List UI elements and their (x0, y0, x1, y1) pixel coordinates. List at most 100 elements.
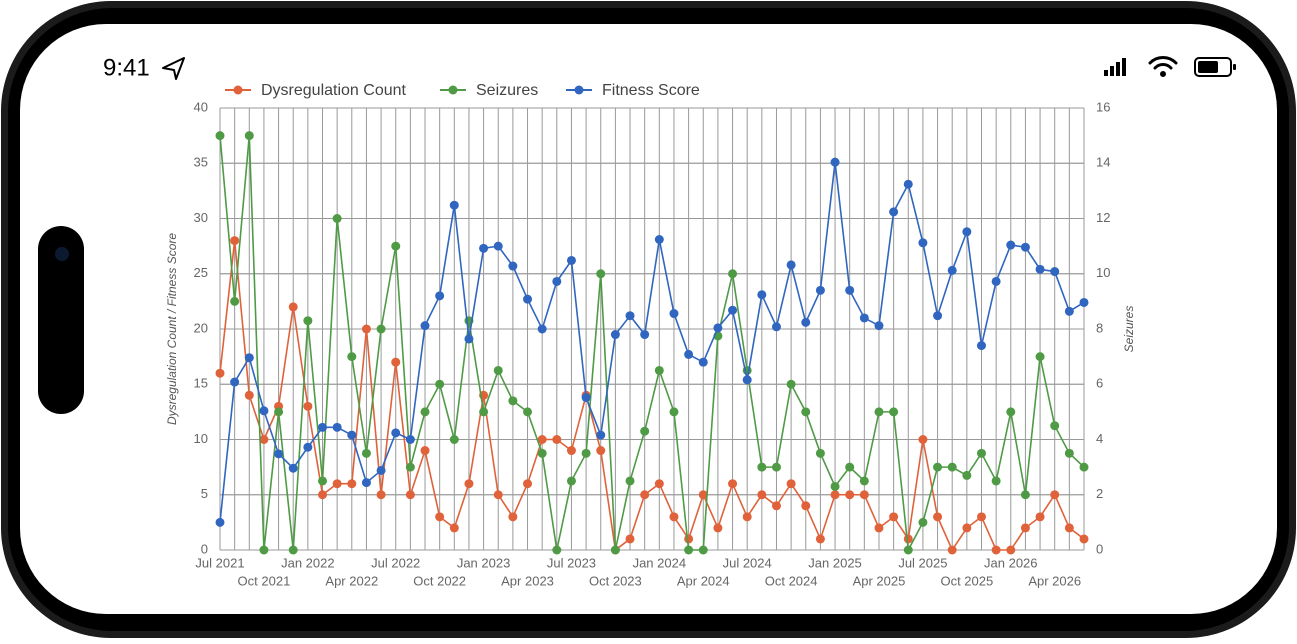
data-point (1079, 534, 1089, 544)
x-tick-label: Oct 2022 (413, 573, 466, 588)
data-point (713, 323, 723, 333)
data-point (801, 407, 811, 417)
data-point (230, 296, 240, 306)
data-point (830, 490, 840, 500)
data-point (288, 545, 298, 555)
legend-label: Fitness Score (602, 82, 700, 99)
y2-tick-label: 0 (1096, 541, 1103, 556)
data-point (391, 428, 401, 438)
data-point (552, 435, 562, 444)
data-point (830, 481, 840, 491)
x-tick-label: Oct 2024 (765, 573, 818, 588)
y-tick-label: 20 (194, 320, 208, 335)
y-tick-label: 15 (194, 376, 208, 391)
data-point (347, 352, 357, 362)
x-tick-label: Apr 2024 (677, 573, 730, 588)
data-point (786, 260, 796, 270)
data-point (479, 407, 489, 417)
y2-tick-label: 6 (1096, 376, 1103, 391)
data-point (903, 534, 913, 544)
x-tick-label: Jul 2021 (195, 555, 244, 570)
data-point (625, 534, 635, 544)
data-point (684, 534, 694, 544)
data-point (976, 341, 986, 351)
data-point (845, 285, 855, 295)
legend-marker (448, 85, 458, 95)
data-point (303, 316, 313, 326)
data-point (669, 407, 679, 417)
data-point (976, 448, 986, 458)
data-point (625, 311, 635, 321)
y2-tick-label: 14 (1096, 155, 1110, 170)
data-point (640, 426, 650, 436)
data-point (713, 523, 723, 533)
data-point (640, 330, 650, 340)
data-point (1020, 242, 1030, 252)
data-point (347, 479, 357, 489)
data-point (435, 379, 445, 389)
y-tick-label: 5 (201, 486, 208, 501)
y-tick-label: 25 (194, 265, 208, 280)
data-point (1006, 240, 1016, 250)
data-point (889, 407, 899, 417)
data-point (698, 357, 708, 367)
data-point (976, 512, 986, 522)
data-point (420, 321, 430, 331)
x-tick-label: Jul 2023 (547, 555, 596, 570)
y2-tick-label: 16 (1096, 99, 1110, 114)
data-point (625, 476, 635, 486)
data-point (684, 349, 694, 359)
legend-label: Dysregulation Count (261, 82, 407, 99)
data-point (874, 523, 884, 533)
data-point (244, 390, 254, 400)
data-point (244, 131, 254, 141)
data-point (918, 435, 928, 444)
data-point (1050, 421, 1060, 431)
data-point (318, 490, 328, 500)
data-point (230, 377, 240, 387)
legend-marker (233, 85, 243, 95)
data-point (698, 490, 708, 500)
y-tick-label: 35 (194, 155, 208, 170)
data-point (523, 479, 533, 489)
data-point (845, 462, 855, 472)
x-tick-label: Jan 2024 (633, 555, 687, 570)
screen (20, 24, 1277, 614)
data-point (728, 479, 738, 489)
data-point (1035, 264, 1045, 274)
data-point (493, 490, 503, 500)
data-point (684, 545, 694, 555)
data-point (420, 407, 430, 417)
data-point (303, 401, 313, 411)
data-point (845, 490, 855, 500)
data-point (610, 330, 620, 340)
data-point (815, 534, 825, 544)
location-icon (162, 57, 185, 80)
x-tick-label: Jan 2026 (984, 555, 1038, 570)
data-point (889, 207, 899, 217)
y2-tick-label: 8 (1096, 320, 1103, 335)
data-point (376, 324, 386, 334)
data-point (1020, 490, 1030, 500)
data-point (479, 243, 489, 253)
data-point (962, 227, 972, 237)
data-point (918, 238, 928, 248)
y2-tick-label: 10 (1096, 265, 1110, 280)
data-point (596, 269, 606, 279)
x-tick-label: Oct 2025 (940, 573, 993, 588)
y-tick-label: 0 (201, 541, 208, 556)
data-point (1006, 545, 1016, 555)
data-point (947, 545, 957, 555)
x-tick-label: Jan 2025 (808, 555, 862, 570)
data-point (801, 317, 811, 327)
data-point (991, 545, 1001, 555)
data-point (786, 379, 796, 389)
data-point (303, 442, 313, 452)
data-point (918, 517, 928, 527)
data-point (391, 241, 401, 251)
y2-tick-label: 4 (1096, 431, 1103, 446)
data-point (449, 523, 459, 533)
data-point (361, 478, 371, 488)
data-point (669, 512, 679, 522)
data-point (581, 448, 591, 458)
